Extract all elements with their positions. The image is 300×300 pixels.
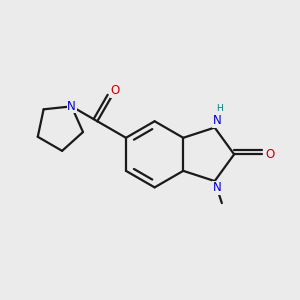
- Text: H: H: [216, 104, 223, 113]
- Text: O: O: [265, 148, 274, 161]
- Text: O: O: [110, 84, 120, 97]
- Text: N: N: [67, 100, 76, 113]
- Text: N: N: [213, 114, 221, 127]
- Text: N: N: [213, 182, 221, 194]
